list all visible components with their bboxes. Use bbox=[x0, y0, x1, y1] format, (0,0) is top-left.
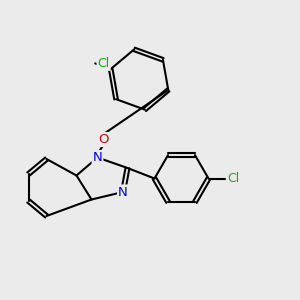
Text: Cl: Cl bbox=[98, 57, 110, 70]
Text: O: O bbox=[98, 133, 109, 146]
Text: Cl: Cl bbox=[227, 172, 239, 185]
Text: N: N bbox=[118, 185, 128, 199]
Text: N: N bbox=[93, 151, 102, 164]
